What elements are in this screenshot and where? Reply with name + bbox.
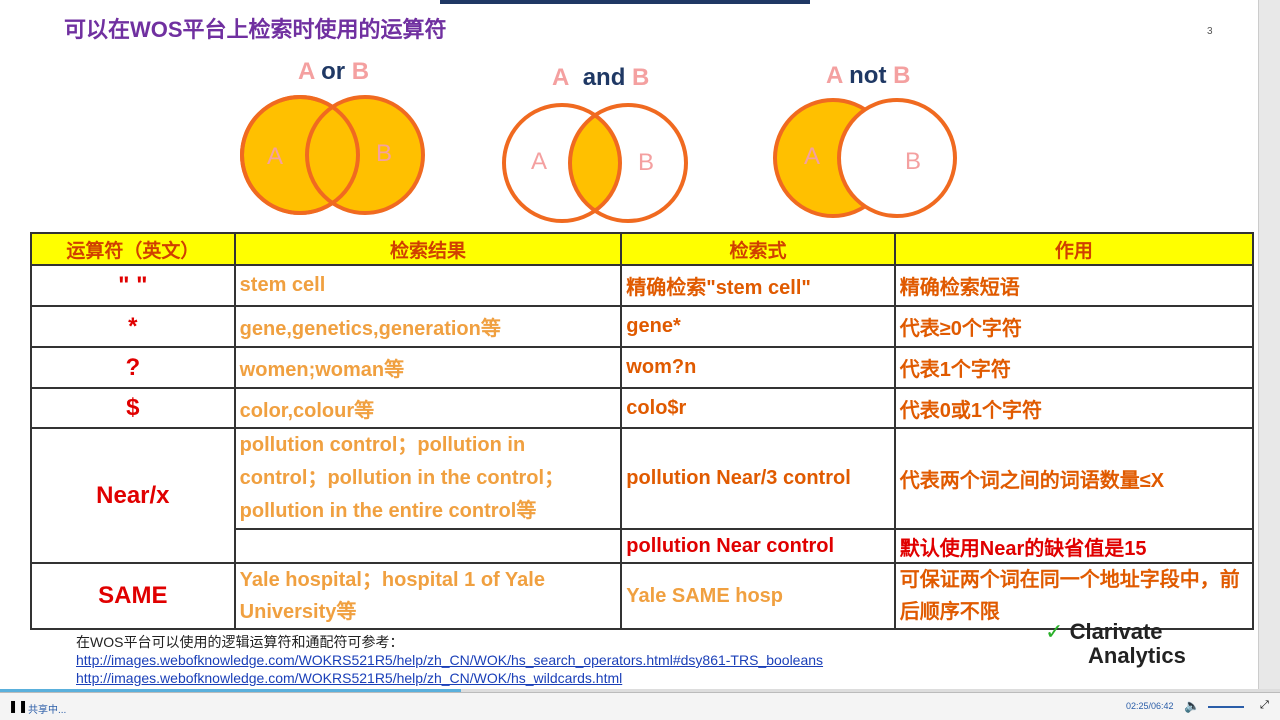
volume-icon[interactable]: 🔈 [1184, 698, 1201, 713]
side-panel [1258, 0, 1280, 692]
cell-result [233, 528, 623, 564]
references: 在WOS平台可以使用的逻辑运算符和通配符可参考： http://images.w… [76, 633, 823, 687]
cell-query: pollution Near/3 control [620, 427, 896, 530]
cell-op: * [30, 305, 236, 348]
time-display: 02:25/06:42 [1126, 701, 1174, 711]
cell-function: 代表1个字符 [893, 346, 1255, 389]
progress-bar[interactable] [0, 689, 1280, 693]
cell-result: color,colour等 [233, 387, 623, 429]
cell-op: Near/x [30, 427, 236, 564]
table-row: Near/x pollution control；pollution in con… [30, 427, 1255, 564]
table-row: SAME Yale hospital；hospital 1 of Yale Uni… [30, 562, 1255, 630]
table-row: $ color,colour等 colo$r 代表0或1个字符 [30, 387, 1255, 429]
venn-or-a: A [267, 143, 284, 170]
venn-or-title: A or B [298, 58, 370, 85]
cell-function: 精确检索短语 [893, 264, 1255, 307]
fullscreen-icon[interactable]: ⤢ [1260, 699, 1269, 711]
cell-op: $ [30, 387, 236, 429]
pause-icon[interactable]: ❚❚ [8, 699, 29, 713]
clarivate-logo: ✓ Clarivate Analytics [1045, 619, 1186, 668]
venn-not-b: B [905, 148, 922, 175]
table-row: " " stem cell 精确检索"stem cell" 精确检索短语 [30, 264, 1255, 307]
header-function: 作用 [893, 232, 1255, 266]
venn-not-title: A not B [826, 62, 911, 89]
cell-function: 默认使用Near的缺省值是15 [893, 528, 1255, 564]
venn-and-title: A and B [552, 64, 650, 91]
cell-op: " " [30, 264, 236, 307]
cell-function: 代表两个词之间的词语数量≤X [893, 427, 1255, 530]
header-result: 检索结果 [233, 232, 623, 266]
table-row: * gene,genetics,generation等 gene* 代表≥0个字符 [30, 305, 1255, 348]
references-intro: 在WOS平台可以使用的逻辑运算符和通配符可参考： [76, 634, 404, 650]
cell-result: stem cell [233, 264, 623, 307]
venn-or-b: B [376, 140, 393, 167]
cell-query: colo$r [620, 387, 896, 429]
cell-query: pollution Near control [620, 528, 896, 564]
reference-link-operators[interactable]: http://images.webofknowledge.com/WOKRS52… [76, 652, 824, 668]
venn-and-b: B [638, 149, 655, 176]
volume-slider[interactable] [1208, 706, 1244, 708]
header-operator: 运算符（英文） [30, 232, 236, 266]
cell-query: wom?n [620, 346, 896, 389]
cell-result: Yale hospital；hospital 1 of Yale Univers… [233, 562, 623, 630]
cell-function: 代表0或1个字符 [893, 387, 1255, 429]
slide-title: 可以在WOS平台上检索时使用的运算符 [64, 17, 447, 42]
venn-and-a: A [531, 148, 548, 175]
cell-result: pollution control；pollution in control；p… [233, 427, 623, 530]
cell-query: 精确检索"stem cell" [620, 264, 896, 307]
venn-or [240, 95, 425, 215]
table-row: ? women;woman等 wom?n 代表1个字符 [30, 346, 1255, 389]
page-number: 3 [1207, 26, 1213, 37]
sharing-status: 共享中... [28, 705, 67, 716]
player-bar: ❚❚ 共享中... 02:25/06:42 🔈 ⤢ [0, 692, 1280, 720]
operators-table: 运算符（英文） 检索结果 检索式 作用 " " stem cell 精确检索"ste… [30, 232, 1255, 630]
cell-query: Yale SAME hosp [620, 562, 896, 630]
cell-function: 代表≥0个字符 [893, 305, 1255, 348]
venn-not-a: A [804, 143, 821, 170]
top-bar [440, 0, 810, 4]
cell-query: gene* [620, 305, 896, 348]
header-query: 检索式 [620, 232, 896, 266]
cell-function: 可保证两个词在同一个地址字段中，前后顺序不限 [893, 562, 1255, 630]
venn-not [773, 98, 957, 218]
venn-diagrams [240, 95, 957, 223]
cell-result: women;woman等 [233, 346, 623, 389]
venn-and [502, 103, 688, 223]
reference-link-wildcards[interactable]: http://images.webofknowledge.com/WOKRS52… [76, 670, 623, 686]
cell-op: SAME [30, 562, 236, 630]
cell-result: gene,genetics,generation等 [233, 305, 623, 348]
cell-op: ? [30, 346, 236, 389]
table-header: 运算符（英文） 检索结果 检索式 作用 [30, 232, 1255, 266]
table-row: pollution Near control 默认使用Near的缺省值是15 [31, 528, 1255, 564]
